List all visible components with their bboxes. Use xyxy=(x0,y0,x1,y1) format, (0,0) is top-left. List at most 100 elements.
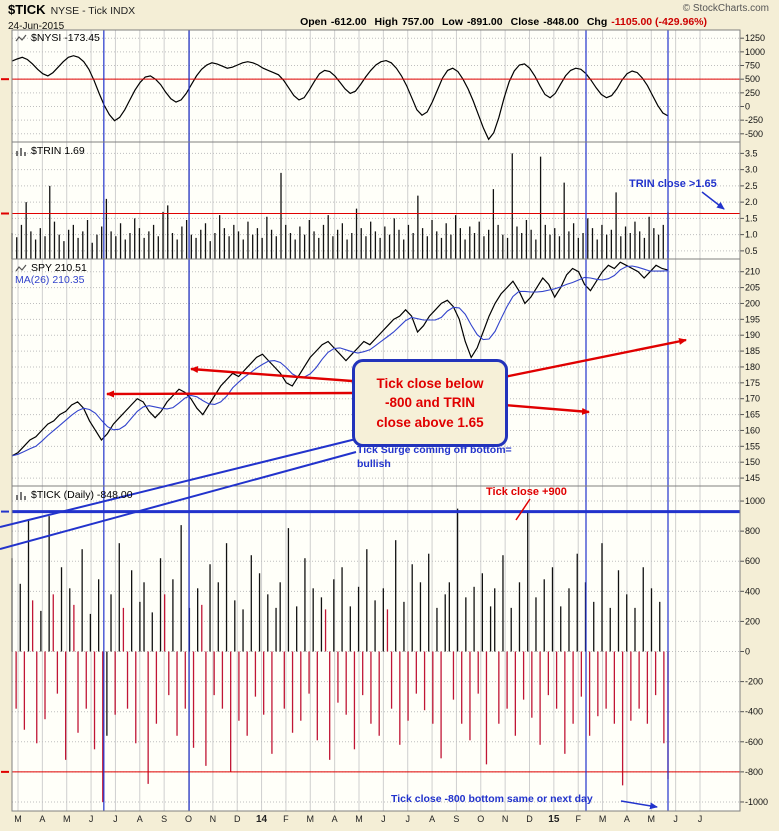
svg-text:M: M xyxy=(648,814,656,824)
svg-text:3.5: 3.5 xyxy=(745,148,758,158)
svg-text:M: M xyxy=(63,814,71,824)
ohlc-open-value: -612.00 xyxy=(330,16,367,28)
bar-chart-icon xyxy=(16,491,26,500)
svg-text:J: J xyxy=(405,814,410,824)
svg-text:-1000: -1000 xyxy=(745,797,768,807)
tick-800-bottom-note: Tick close -800 bottom same or next day xyxy=(391,793,593,805)
panel-label-spy: SPY 210.51 xyxy=(15,262,87,274)
svg-text:3.0: 3.0 xyxy=(745,165,758,175)
svg-text:160: 160 xyxy=(745,425,760,435)
ohlc-chg-value: -1105.00 (-429.96%) xyxy=(611,16,707,28)
symbol: $TICK xyxy=(8,2,46,17)
panel-label-trin: $TRIN 1.69 xyxy=(15,145,85,157)
tick-surge-note: Tick Surge coming off bottom= bullish xyxy=(357,444,512,471)
svg-text:S: S xyxy=(453,814,459,824)
panel-label-spy-ma: MA(26) 210.35 xyxy=(15,274,84,286)
svg-text:-500: -500 xyxy=(745,129,763,139)
signal-annotation-box: Tick close below -800 and TRIN close abo… xyxy=(352,359,508,447)
svg-text:600: 600 xyxy=(745,556,760,566)
svg-text:205: 205 xyxy=(745,283,760,293)
svg-text:-200: -200 xyxy=(745,677,763,687)
svg-text:0: 0 xyxy=(745,101,750,111)
svg-text:1.0: 1.0 xyxy=(745,230,758,240)
stockcharts-credit: © StockCharts.com xyxy=(682,3,769,14)
svg-text:A: A xyxy=(137,814,143,824)
svg-text:150: 150 xyxy=(745,457,760,467)
svg-text:185: 185 xyxy=(745,346,760,356)
bar-chart-icon xyxy=(16,147,26,156)
svg-text:N: N xyxy=(210,814,217,824)
svg-text:M: M xyxy=(355,814,363,824)
ohlc-readout: Open -612.00 High 757.00 Low -891.00 Close -848… xyxy=(300,16,715,28)
svg-text:F: F xyxy=(575,814,581,824)
svg-text:J: J xyxy=(113,814,118,824)
svg-text:1250: 1250 xyxy=(745,33,765,43)
trin-value: $TRIN 1.69 xyxy=(31,145,85,157)
signal-box-line2: -800 and TRIN xyxy=(384,395,476,411)
chart-header: $TICK NYSE - Tick INDX © StockCharts.com xyxy=(8,1,771,17)
trin-threshold-note: TRIN close >1.65 xyxy=(629,178,717,190)
svg-text:A: A xyxy=(429,814,435,824)
svg-text:155: 155 xyxy=(745,441,760,451)
chart-date: 24-Jun-2015 xyxy=(8,21,65,32)
svg-text:2.5: 2.5 xyxy=(745,181,758,191)
svg-text:210: 210 xyxy=(745,267,760,277)
svg-text:1000: 1000 xyxy=(745,496,765,506)
svg-text:1.5: 1.5 xyxy=(745,213,758,223)
svg-text:A: A xyxy=(332,814,338,824)
svg-text:-800: -800 xyxy=(745,767,763,777)
svg-text:14: 14 xyxy=(256,814,268,825)
ohlc-low-value: -891.00 xyxy=(467,16,503,28)
svg-text:15: 15 xyxy=(548,814,560,825)
svg-text:500: 500 xyxy=(745,74,760,84)
panel-label-nysi: $NYSI -173.45 xyxy=(15,32,100,44)
tick-close-900-note: Tick close +900 xyxy=(486,486,567,498)
svg-text:-400: -400 xyxy=(745,707,763,717)
svg-text:190: 190 xyxy=(745,330,760,340)
svg-text:180: 180 xyxy=(745,362,760,372)
svg-text:S: S xyxy=(161,814,167,824)
line-chart-icon xyxy=(15,264,27,271)
ohlc-open-label: Open xyxy=(300,16,327,28)
svg-text:1000: 1000 xyxy=(745,47,765,57)
tick-surge-line2: bullish xyxy=(357,457,391,470)
svg-text:-600: -600 xyxy=(745,737,763,747)
svg-text:F: F xyxy=(283,814,289,824)
signal-box-line3: close above 1.65 xyxy=(376,414,484,430)
svg-text:400: 400 xyxy=(745,586,760,596)
svg-text:M: M xyxy=(599,814,607,824)
nysi-value: $NYSI -173.45 xyxy=(31,32,100,44)
svg-text:J: J xyxy=(381,814,386,824)
svg-text:0.5: 0.5 xyxy=(745,246,758,256)
tick-surge-line1: Tick Surge coming off bottom= xyxy=(357,444,512,456)
svg-text:A: A xyxy=(624,814,630,824)
svg-text:N: N xyxy=(502,814,509,824)
svg-text:750: 750 xyxy=(745,61,760,71)
ohlc-close-label: Close xyxy=(510,16,540,28)
svg-text:195: 195 xyxy=(745,314,760,324)
signal-box-line1: Tick close below xyxy=(376,375,484,391)
ohlc-high-label: High xyxy=(374,16,398,28)
spy-value: SPY 210.51 xyxy=(31,262,87,274)
svg-text:A: A xyxy=(39,814,45,824)
svg-text:2.0: 2.0 xyxy=(745,197,758,207)
panel-label-tick: $TICK (Daily) -848.00 xyxy=(15,489,133,501)
svg-text:250: 250 xyxy=(745,88,760,98)
svg-text:170: 170 xyxy=(745,394,760,404)
svg-text:200: 200 xyxy=(745,616,760,626)
svg-text:J: J xyxy=(698,814,703,824)
ohlc-low-label: Low xyxy=(442,16,463,28)
svg-text:0: 0 xyxy=(745,647,750,657)
svg-text:165: 165 xyxy=(745,410,760,420)
svg-text:J: J xyxy=(673,814,678,824)
svg-text:D: D xyxy=(526,814,533,824)
svg-text:M: M xyxy=(307,814,315,824)
spy-ma-value: MA(26) 210.35 xyxy=(15,274,85,286)
svg-text:800: 800 xyxy=(745,526,760,536)
svg-text:O: O xyxy=(185,814,192,824)
line-chart-icon xyxy=(15,34,27,41)
svg-text:D: D xyxy=(234,814,241,824)
quote-row: 24-Jun-2015 Open -612.00 High 757.00 Low -891… xyxy=(8,16,715,32)
